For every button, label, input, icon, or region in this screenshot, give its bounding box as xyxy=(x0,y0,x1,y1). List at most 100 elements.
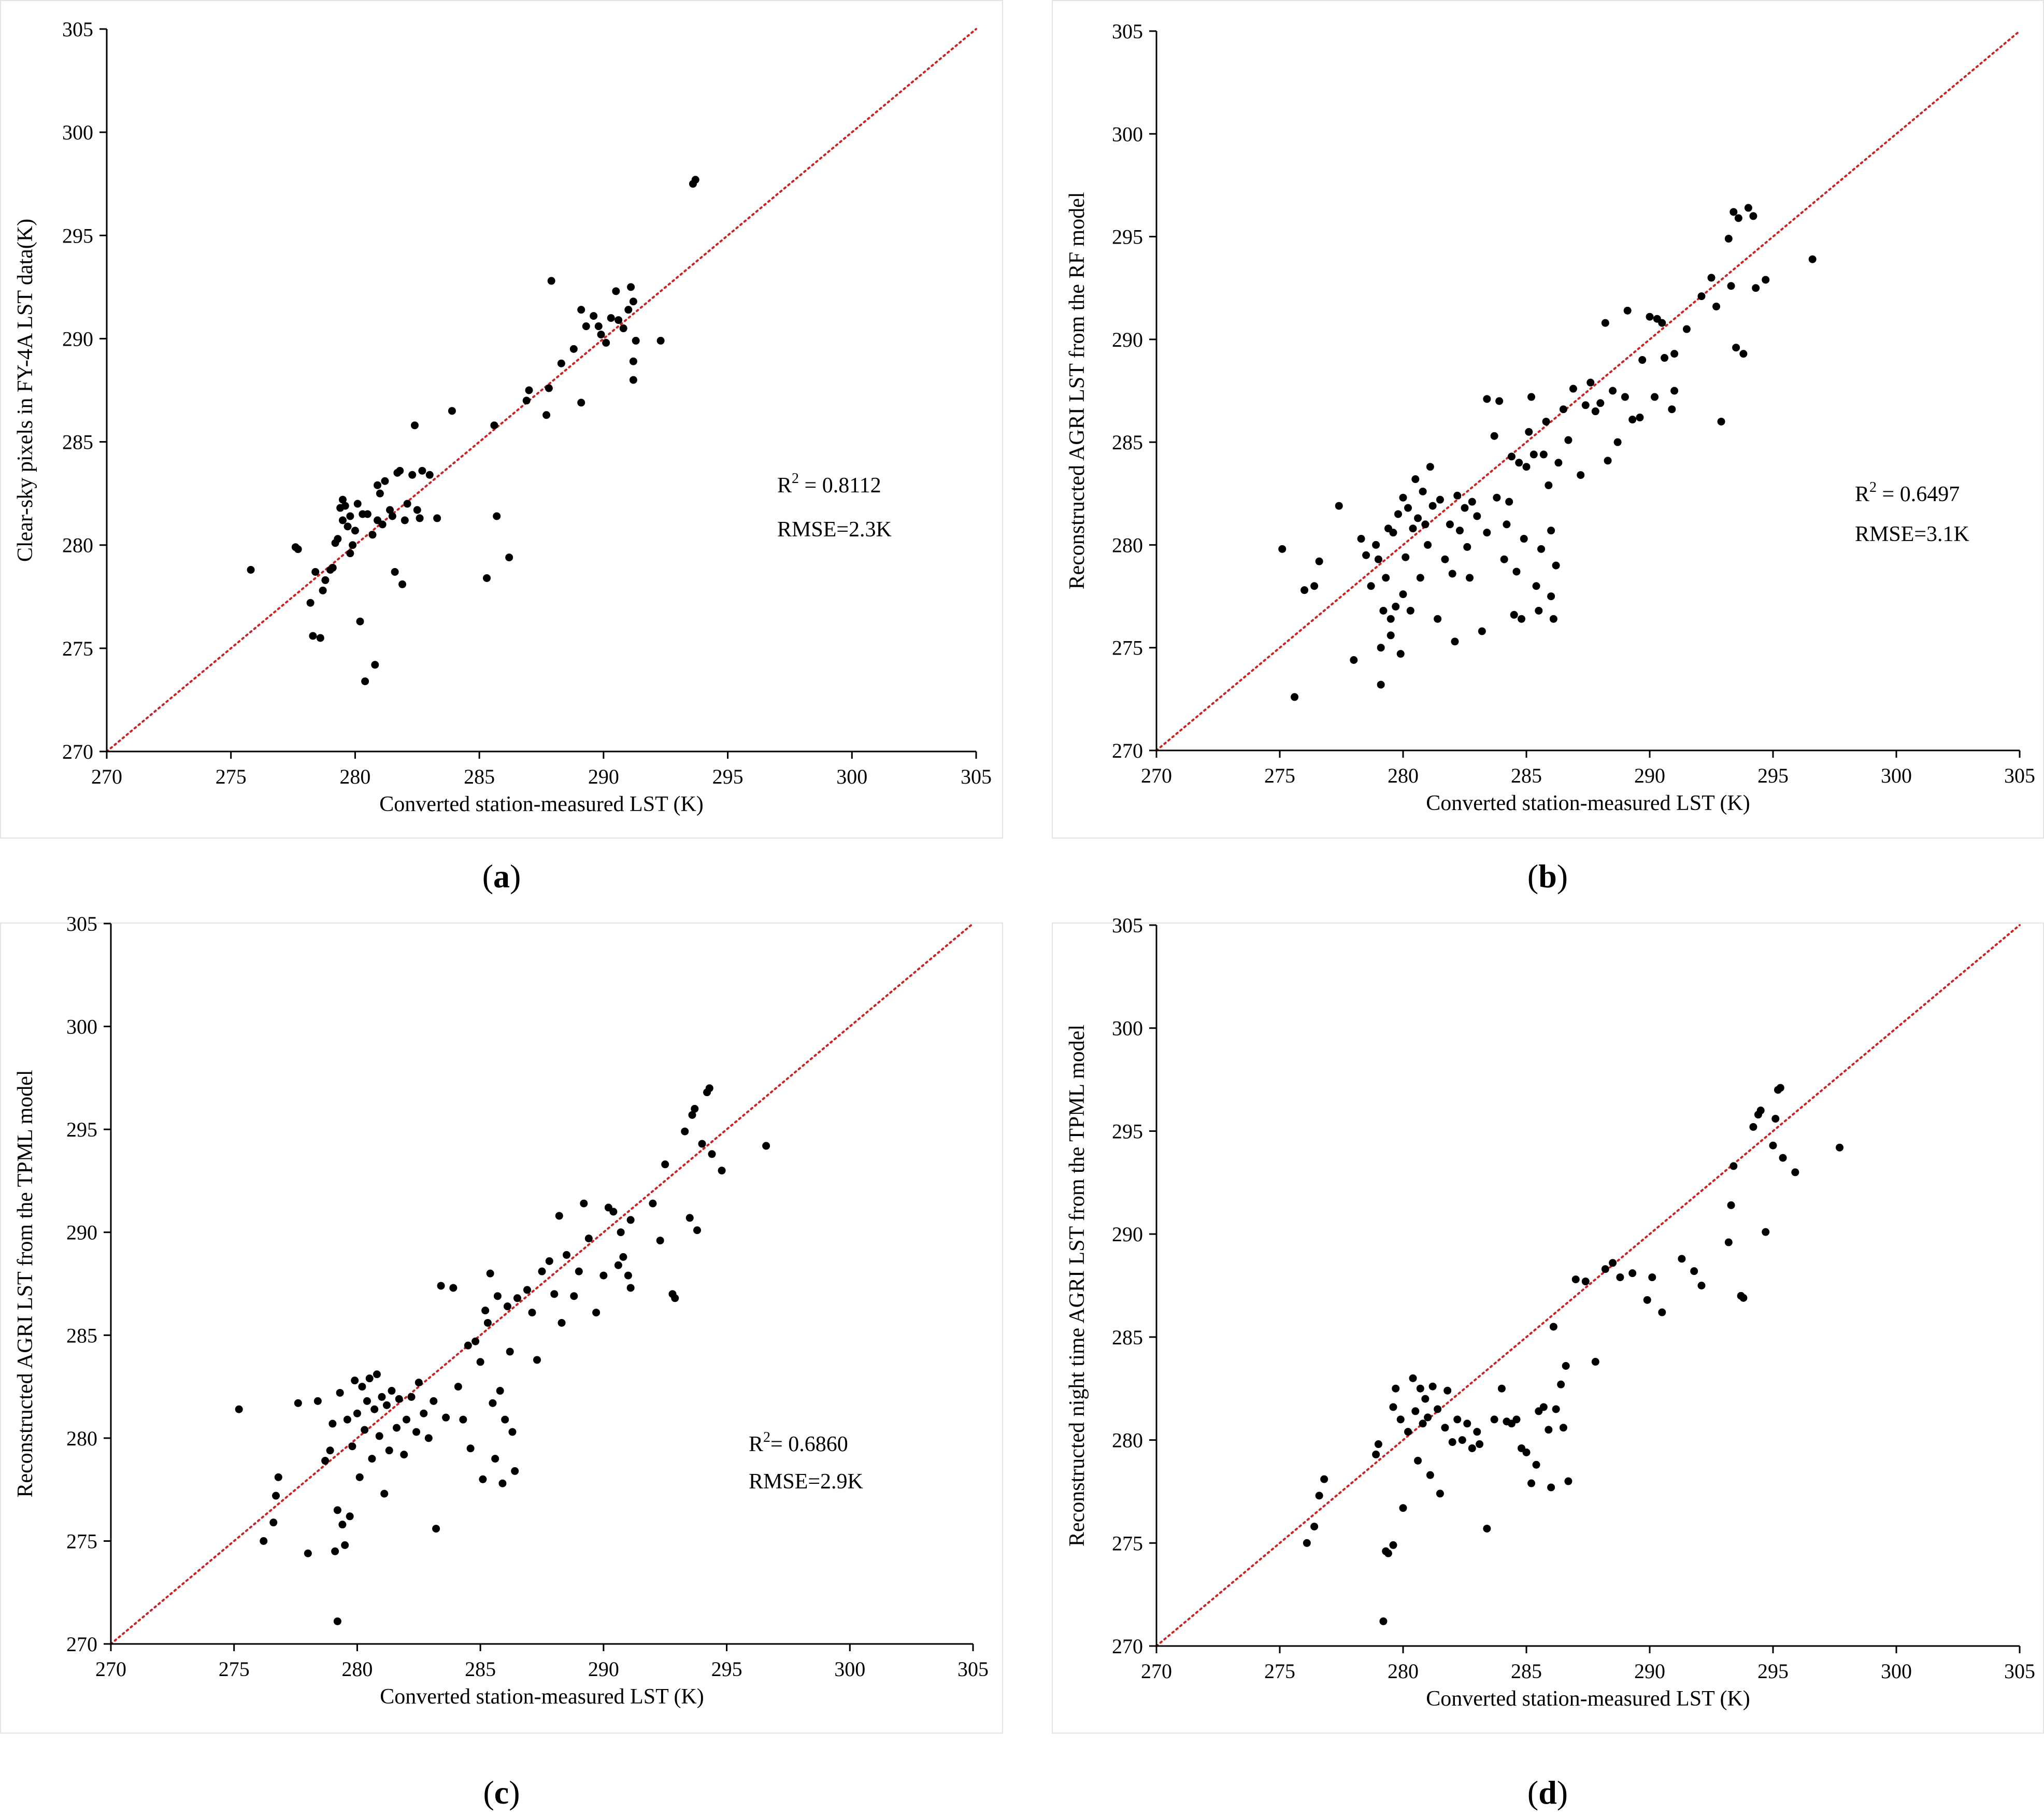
panel-c-y-tick-label: 280 xyxy=(66,1427,97,1450)
panel-b-data-point xyxy=(1682,325,1691,333)
panel-b-data-point xyxy=(1549,615,1557,623)
panel-d-data-point xyxy=(1399,1504,1407,1512)
panel-d-data-point xyxy=(1791,1168,1799,1176)
panel-d-caption: (d) xyxy=(1527,1774,1568,1811)
panel-b-data-point xyxy=(1749,212,1757,220)
panel-d-y-axis-title: Reconstructed night time AGRI LST from t… xyxy=(1065,1025,1089,1547)
panel-b-data-point xyxy=(1712,302,1721,310)
panel-d-caption-part: d xyxy=(1538,1774,1557,1811)
panel-c-data-point xyxy=(614,1261,622,1269)
panel-a-data-point xyxy=(602,338,610,347)
panel-c-data-point xyxy=(479,1475,487,1483)
panel-d-y-tick-label: 285 xyxy=(1112,1326,1143,1349)
panel-c-data-point xyxy=(272,1492,280,1500)
panel-c-data-point xyxy=(459,1415,467,1424)
panel-c-data-point xyxy=(575,1267,583,1275)
panel-d-data-point xyxy=(1527,1479,1536,1487)
panel-a-r2-symbol: R xyxy=(777,474,792,498)
panel-b-data-point xyxy=(1461,504,1469,512)
panel-a-data-point xyxy=(597,330,605,338)
panel-c-data-point xyxy=(432,1525,440,1533)
panel-a-data-point xyxy=(490,421,498,430)
panel-d-data-point xyxy=(1384,1549,1392,1557)
panel-b-x-axis-title: Converted station-measured LST (K) xyxy=(1426,791,1750,815)
panel-b-data-point xyxy=(1522,463,1531,471)
panel-b-data-point xyxy=(1670,387,1679,395)
panel-a-y-tick-label: 290 xyxy=(62,327,93,350)
panel-c-data-point xyxy=(471,1337,480,1345)
panel-b-data-point xyxy=(1510,611,1518,619)
panel-c-data-point xyxy=(555,1212,563,1220)
panel-b-data-point xyxy=(1404,504,1412,512)
panel-a-data-point xyxy=(612,287,620,295)
panel-c-data-point xyxy=(464,1341,472,1350)
panel-c-one-to-one-line xyxy=(110,923,974,1645)
panel-d-data-point xyxy=(1616,1273,1624,1282)
panel-d-data-point xyxy=(1441,1424,1449,1432)
panel-b-data-point xyxy=(1668,405,1676,414)
panel-d-data-point xyxy=(1571,1275,1580,1284)
panel-c-data-point xyxy=(563,1251,571,1259)
panel-d-x-tick-label: 280 xyxy=(1388,1659,1419,1683)
panel-b-data-point xyxy=(1374,555,1382,563)
panel-c-data-point xyxy=(351,1377,359,1385)
panel-c-data-point xyxy=(395,1395,403,1403)
panel-d-y-tick-label: 305 xyxy=(1112,914,1143,937)
panel-c-x-tick-label: 305 xyxy=(957,1657,989,1681)
panel-b-data-point xyxy=(1495,397,1504,405)
panel-b-y-tick-label: 270 xyxy=(1112,739,1143,762)
panel-a-data-point xyxy=(493,512,501,520)
panel-b-data-point xyxy=(1441,555,1449,563)
panel-b-data-point xyxy=(1762,276,1770,284)
panel-b-data-point xyxy=(1463,543,1471,551)
panel-d-data-point xyxy=(1601,1265,1609,1273)
panel-b-data-point xyxy=(1483,529,1491,537)
panel-b-data-point xyxy=(1670,350,1679,358)
panel-c-data-point xyxy=(380,1489,389,1498)
panel-c-data-point xyxy=(355,1473,364,1481)
panel-c-data-point xyxy=(346,1512,354,1521)
panel-c: 270 275 280 285 290 295 300 305 270 275 280 285 290 2… xyxy=(0,912,1003,1811)
panel-d-y-tick-label: 300 xyxy=(1112,1017,1143,1040)
panel-b-x-tick-label: 295 xyxy=(1757,764,1789,787)
panel-c-data-point xyxy=(365,1374,374,1383)
panel-c-data-point xyxy=(483,1318,492,1327)
panel-a-data-point xyxy=(525,386,533,394)
panel-b-data-point xyxy=(1752,284,1760,292)
panel-b-data-point xyxy=(1402,553,1410,561)
panel-a-data-point xyxy=(334,535,342,543)
panel-b-y-tick-label: 300 xyxy=(1112,122,1143,146)
panel-d-data-point xyxy=(1552,1405,1560,1413)
panel-a-data-point xyxy=(319,586,327,594)
panel-c-data-point xyxy=(235,1405,243,1413)
panel-b-data-point xyxy=(1426,463,1434,471)
panel-a-data-point xyxy=(569,345,578,353)
panel-c-data-point xyxy=(326,1446,334,1455)
panel-a-data-point xyxy=(408,471,417,479)
panel-c-data-point xyxy=(476,1358,484,1366)
panel-a-data-point xyxy=(294,545,302,554)
panel-c-data-point xyxy=(661,1160,669,1169)
panel-a-data-point xyxy=(425,471,434,479)
panel-a-data-point xyxy=(376,489,384,498)
panel-b-x-tick-label: 280 xyxy=(1388,764,1419,787)
panel-a-data-point xyxy=(353,500,362,508)
panel-d-x-tick-label: 300 xyxy=(1881,1659,1912,1683)
panel-c-x-tick-label: 290 xyxy=(588,1657,619,1681)
panel-c-data-point xyxy=(708,1150,716,1158)
panel-b-y-tick-label: 295 xyxy=(1112,225,1143,249)
panel-d-data-point xyxy=(1372,1450,1380,1458)
panel-c-data-point xyxy=(528,1309,536,1317)
panel-a-data-point xyxy=(547,277,555,285)
panel-a-y-axis-title: Clear-sky pixels in FY-4A LST data(K) xyxy=(13,219,37,562)
panel-b-data-point xyxy=(1392,602,1400,611)
panel-c-data-point xyxy=(373,1370,381,1379)
panel-b-data-point xyxy=(1539,450,1548,459)
panel-b-data-point xyxy=(1545,481,1553,489)
panel-c-data-point xyxy=(617,1228,625,1237)
panel-b-data-point xyxy=(1507,452,1516,461)
panel-a-data-point xyxy=(448,407,456,415)
panel-a-x-axis-title: Converted station-measured LST (K) xyxy=(379,792,704,816)
panel-d-data-point xyxy=(1776,1084,1784,1092)
panel-c-data-point xyxy=(269,1519,278,1527)
